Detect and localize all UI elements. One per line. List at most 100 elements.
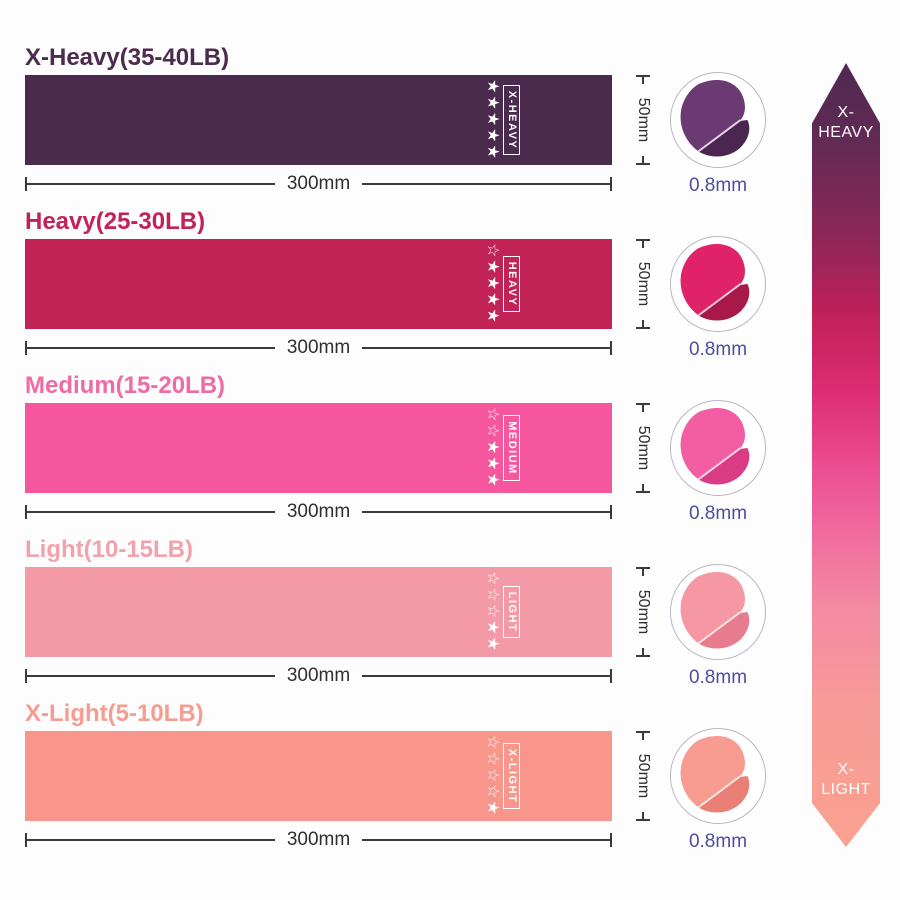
band-tag-label: HEAVY [503,255,520,313]
thickness-label: 0.8mm [688,831,748,852]
measure-tick-icon [636,75,650,77]
rating-stars-icon: ☆☆☆☆★ [484,735,501,817]
rating-stars-icon: ☆☆☆★★ [484,571,501,653]
measure-tick-icon [610,177,613,191]
folded-band-icon [669,399,767,497]
measure-tick-icon [25,177,27,191]
thickness-photo-circle [669,399,767,497]
measure-tick-icon [636,655,650,657]
height-measurement: 50mm [628,731,658,821]
resistance-band: X-LIGHT ☆☆☆☆★ [25,731,612,821]
thickness-label: 0.8mm [688,175,748,196]
difficulty-arrow: X- HEAVY X- LIGHT [812,63,880,847]
measure-line [642,812,644,819]
thickness-label: 0.8mm [688,339,748,360]
width-measurement: 300mm [25,829,613,850]
measure-tick-icon [610,505,613,519]
measure-tick-icon [636,163,650,165]
width-label: 300mm [286,173,351,194]
measure-line [362,511,611,513]
thickness-photo-circle [669,71,767,169]
thickness-photo-circle [669,563,767,661]
thickness-label: 0.8mm [688,667,748,688]
rating-stars-icon: ☆☆★★★ [484,407,501,489]
width-measurement: 300mm [25,337,613,358]
measure-tick-icon [25,669,27,683]
height-label: 50mm [635,97,652,143]
measure-line [362,839,611,841]
thickness-photo-circle [669,727,767,825]
width-label: 300mm [286,829,351,850]
band-tag-label: MEDIUM [503,415,520,481]
measure-tick-icon [636,567,650,569]
band-tag-label: X-LIGHT [503,742,520,810]
height-measurement: 50mm [628,567,658,657]
band-rows: X-Heavy(35-40LB) X-HEAVY ★★★★★ 300mm 50m… [25,44,767,864]
measure-line [642,484,644,491]
rating-stars-icon: ☆★★★★ [484,243,501,325]
measure-tick-icon [25,341,27,355]
measure-tick-icon [636,327,650,329]
band-title: X-Heavy(35-40LB) [25,44,230,71]
measure-line [27,183,275,185]
measure-line [642,733,644,740]
measure-line [362,347,611,349]
arrow-top-label-line1: X- [837,104,855,121]
arrow-top-label-line2: HEAVY [818,124,874,141]
band-rating-group: MEDIUM ☆☆★★★ [481,403,523,493]
band-rating-group: X-LIGHT ☆☆☆☆★ [481,731,523,821]
measure-tick-icon [610,669,613,683]
measure-line [642,77,644,84]
height-label: 50mm [635,261,652,307]
band-row: Medium(15-20LB) MEDIUM ☆☆★★★ 300mm 50mm [25,372,767,536]
measure-line [362,675,611,677]
measure-tick-icon [610,341,613,355]
band-title: Medium(15-20LB) [25,372,226,399]
band-row: X-Heavy(35-40LB) X-HEAVY ★★★★★ 300mm 50m… [25,44,767,208]
measure-tick-icon [25,505,27,519]
width-label: 300mm [286,501,351,522]
measure-tick-icon [25,833,27,847]
width-label: 300mm [286,337,351,358]
resistance-band: MEDIUM ☆☆★★★ [25,403,612,493]
resistance-band: LIGHT ☆☆☆★★ [25,567,612,657]
arrow-bottom-label: X- LIGHT [812,760,880,800]
height-measurement: 50mm [628,75,658,165]
band-tag-label: LIGHT [503,585,520,639]
band-title: Heavy(25-30LB) [25,208,206,235]
arrow-top-label: X- HEAVY [812,103,880,143]
folded-band-icon [669,71,767,169]
band-title: X-Light(5-10LB) [25,700,204,727]
band-title: Light(10-15LB) [25,536,193,563]
measure-tick-icon [636,491,650,493]
resistance-band: X-HEAVY ★★★★★ [25,75,612,165]
height-label: 50mm [635,589,652,635]
thickness-photo-circle [669,235,767,333]
width-measurement: 300mm [25,173,613,194]
measure-line [642,241,644,248]
width-label: 300mm [286,665,351,686]
measure-tick-icon [610,833,613,847]
measure-line [27,839,275,841]
thickness-label: 0.8mm [688,503,748,524]
measure-line [27,511,275,513]
measure-line [362,183,611,185]
band-rating-group: X-HEAVY ★★★★★ [481,75,523,165]
width-measurement: 300mm [25,501,613,522]
folded-band-icon [669,727,767,825]
height-label: 50mm [635,425,652,471]
width-measurement: 300mm [25,665,613,686]
measure-tick-icon [636,403,650,405]
band-rating-group: HEAVY ☆★★★★ [481,239,523,329]
measure-line [642,648,644,655]
measure-line [642,156,644,163]
band-row: Light(10-15LB) LIGHT ☆☆☆★★ 300mm 50mm [25,536,767,700]
measure-tick-icon [636,819,650,821]
arrow-bottom-label-line2: LIGHT [821,781,871,798]
folded-band-icon [669,563,767,661]
height-measurement: 50mm [628,403,658,493]
measure-tick-icon [636,239,650,241]
measure-line [27,675,275,677]
rating-stars-icon: ★★★★★ [484,79,501,161]
